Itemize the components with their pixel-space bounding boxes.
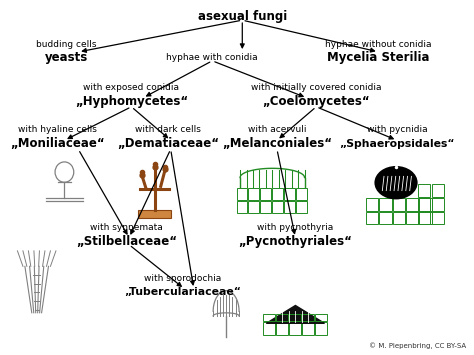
Text: with pycnothyria: with pycnothyria — [257, 223, 334, 231]
Bar — [260, 188, 272, 200]
Bar — [302, 322, 314, 335]
Text: „Pycnothyriales“: „Pycnothyriales“ — [238, 235, 352, 248]
Bar — [296, 201, 307, 213]
Bar — [302, 315, 314, 321]
Text: budding cells: budding cells — [36, 40, 97, 49]
Bar — [138, 210, 171, 218]
Bar — [406, 198, 419, 211]
Text: „Melanconiales“: „Melanconiales“ — [222, 137, 332, 151]
Text: with sporodochia: with sporodochia — [144, 274, 221, 283]
Text: „Moniliaceae“: „Moniliaceae“ — [10, 137, 105, 151]
Bar — [379, 212, 392, 224]
Bar — [260, 201, 272, 213]
Text: „Stilbellaceae“: „Stilbellaceae“ — [76, 235, 177, 248]
Bar — [431, 184, 444, 197]
Bar — [418, 184, 430, 197]
Bar — [315, 322, 327, 335]
Bar — [273, 188, 283, 200]
Text: yeasts: yeasts — [45, 51, 88, 64]
Bar — [273, 201, 283, 213]
Bar — [431, 198, 444, 211]
Text: „Coelomycetes“: „Coelomycetes“ — [263, 95, 370, 108]
Bar — [379, 198, 392, 211]
Text: © M. Piepenbring, CC BY-SA: © M. Piepenbring, CC BY-SA — [369, 342, 466, 349]
Text: „Dematiaceae“: „Dematiaceae“ — [118, 137, 219, 151]
Text: with dark cells: with dark cells — [136, 125, 201, 134]
Bar — [237, 188, 247, 200]
Bar — [263, 322, 275, 335]
Text: with synnemata: with synnemata — [91, 223, 163, 231]
Text: with exposed conidia: with exposed conidia — [83, 83, 179, 92]
Text: hyphae without conidia: hyphae without conidia — [325, 40, 432, 49]
Text: with initially covered conidia: with initially covered conidia — [251, 83, 382, 92]
Text: with hyaline cells: with hyaline cells — [18, 125, 97, 134]
Bar — [392, 198, 405, 211]
Bar — [431, 212, 444, 224]
Text: Mycelia Sterilia: Mycelia Sterilia — [328, 51, 430, 64]
Bar — [418, 212, 430, 224]
Bar — [289, 315, 301, 321]
Text: hyphae with conidia: hyphae with conidia — [166, 53, 258, 62]
Bar — [276, 315, 288, 321]
Bar — [284, 188, 295, 200]
Bar — [248, 201, 259, 213]
Polygon shape — [266, 306, 325, 323]
Bar — [276, 322, 288, 335]
Bar — [315, 315, 327, 321]
Bar — [419, 212, 432, 224]
Text: „Tuberculariaceae“: „Tuberculariaceae“ — [124, 288, 241, 297]
Bar — [392, 212, 405, 224]
Bar — [289, 322, 301, 335]
Bar — [418, 198, 430, 211]
Bar — [237, 201, 247, 213]
Text: with acervuli: with acervuli — [248, 125, 306, 134]
Bar — [406, 212, 419, 224]
Bar — [366, 212, 378, 224]
Bar — [419, 198, 432, 211]
Text: „Hyphomycetes“: „Hyphomycetes“ — [75, 95, 188, 108]
Bar — [296, 188, 307, 200]
Bar — [263, 315, 275, 321]
Ellipse shape — [375, 167, 417, 198]
Bar — [248, 188, 259, 200]
Bar — [284, 201, 295, 213]
Text: with pycnidia: with pycnidia — [367, 125, 428, 134]
Bar — [366, 198, 378, 211]
Text: asexual fungi: asexual fungi — [198, 10, 287, 23]
Text: „Sphaeropsidales“: „Sphaeropsidales“ — [339, 139, 455, 149]
